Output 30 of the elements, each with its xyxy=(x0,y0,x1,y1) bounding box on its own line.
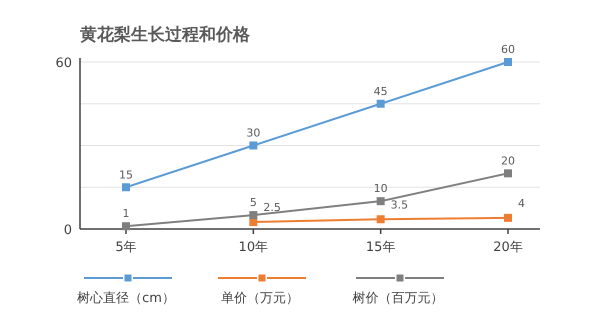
data-label: 60 xyxy=(501,43,515,56)
point xyxy=(122,222,130,230)
point xyxy=(504,58,512,66)
point xyxy=(504,214,512,222)
data-label: 4 xyxy=(518,196,525,210)
data-label: 30 xyxy=(246,126,260,140)
chart-title: 黄花梨生长过程和价格 xyxy=(79,25,251,45)
data-label: 45 xyxy=(374,84,388,98)
data-label: 2.5 xyxy=(263,201,281,214)
point xyxy=(122,183,130,192)
legend-label: 树价（百万元） xyxy=(352,291,444,306)
data-label: 5 xyxy=(250,196,257,210)
x-tick-label: 15年 xyxy=(366,240,396,255)
point xyxy=(249,142,258,150)
x-tick-label: 5年 xyxy=(115,240,137,255)
data-label: 20 xyxy=(501,154,515,168)
y-tick-label: 0 xyxy=(64,223,72,238)
data-label: 3.5 xyxy=(390,198,408,212)
legend-label: 单价（万元） xyxy=(221,291,299,306)
point xyxy=(249,211,258,220)
point xyxy=(376,100,385,108)
data-label: 10 xyxy=(374,182,388,196)
x-tick-label: 20年 xyxy=(493,240,523,255)
point xyxy=(504,169,512,178)
data-label: 15 xyxy=(119,168,133,182)
point xyxy=(376,197,385,206)
legend-label: 树心直径（cm） xyxy=(77,290,175,306)
data-label: 1 xyxy=(122,207,130,220)
x-tick-label: 10年 xyxy=(238,240,268,255)
point xyxy=(376,215,385,224)
